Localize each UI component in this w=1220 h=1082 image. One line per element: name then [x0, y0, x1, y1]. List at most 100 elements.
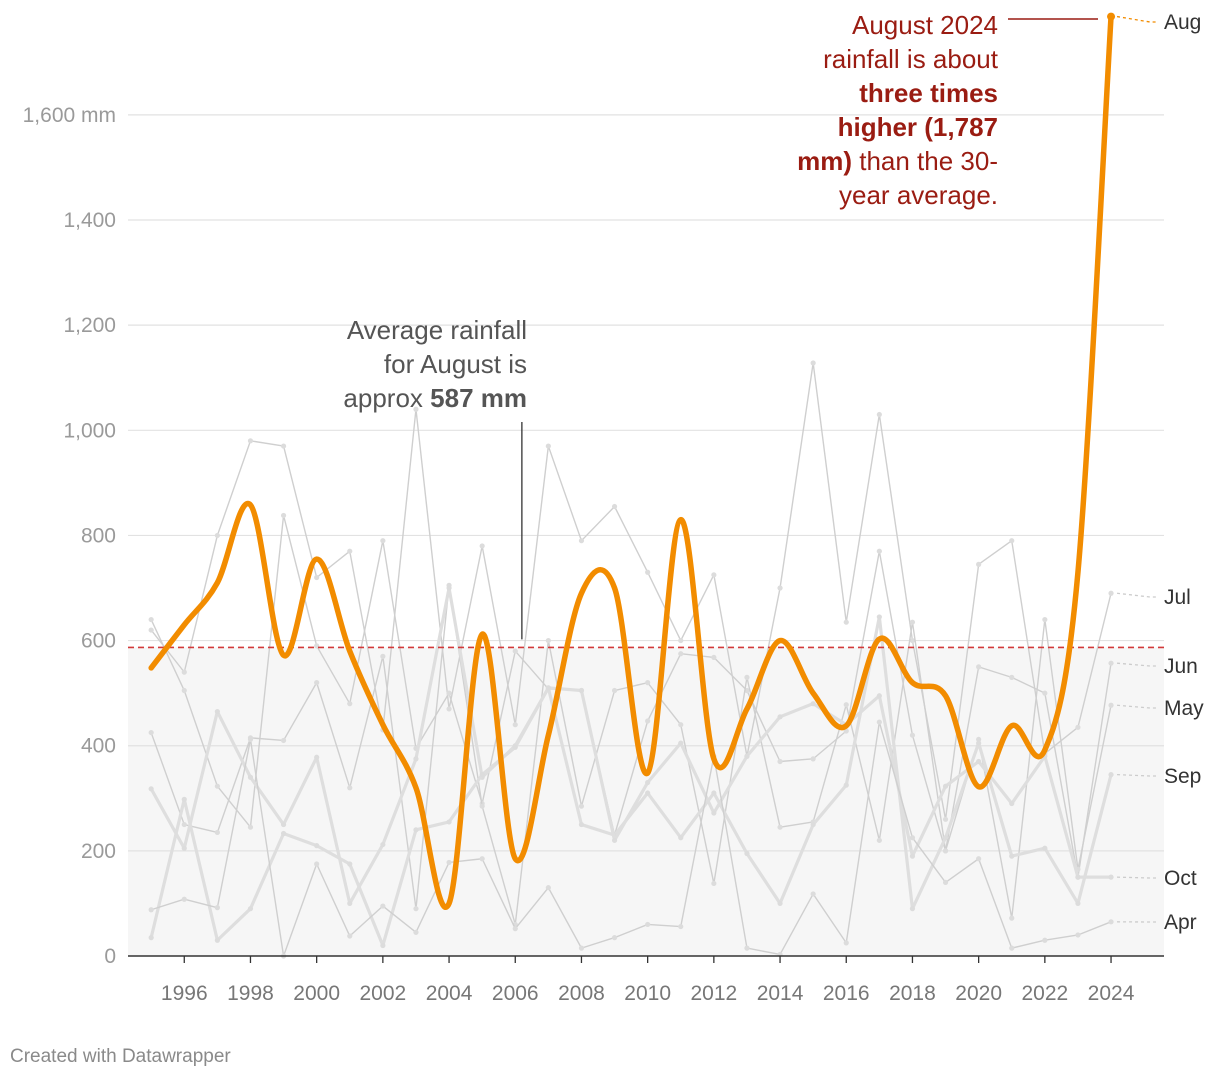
label-leader-may [1116, 704, 1156, 709]
series-point-apr [976, 856, 982, 862]
x-tick-label: 2006 [492, 982, 539, 1005]
august-2024-point [1107, 12, 1116, 21]
series-point-may [347, 785, 353, 791]
series-point-jul [976, 561, 982, 567]
series-point-apr [810, 891, 816, 897]
series-point-sep [1009, 853, 1015, 859]
series-point-may [148, 729, 154, 736]
series-point-apr [347, 933, 353, 939]
series-point-oct [479, 772, 485, 778]
series-point-oct [512, 744, 518, 750]
series-point-jun [810, 756, 816, 762]
series-point-oct [247, 906, 254, 912]
x-tick-label: 2014 [757, 982, 804, 1005]
average-annotation-line2: for August is [384, 349, 527, 379]
series-point-oct [1009, 800, 1015, 807]
series-point-sep [314, 754, 320, 760]
peak-annotation-line2: rainfall is about [823, 44, 999, 74]
series-point-jun [380, 538, 386, 544]
series-point-apr [446, 859, 452, 866]
series-point-oct [976, 758, 982, 765]
x-tick-label: 1998 [227, 982, 274, 1005]
peak-annotation-line6: year average. [839, 180, 998, 210]
series-point-sep [744, 850, 750, 857]
series-point-jun [1108, 660, 1114, 666]
average-annotation-line1: Average rainfall [347, 315, 527, 345]
series-label-sep: Sep [1164, 765, 1201, 788]
x-tick-label: 2024 [1088, 982, 1135, 1005]
series-end-labels: Aug Jul Jun May Sep Oct Apr [1116, 11, 1204, 934]
other-months-lines [148, 360, 1114, 959]
average-annotation-line3: approx 587 mm [343, 383, 527, 413]
series-label-jun: Jun [1164, 655, 1198, 678]
series-point-sep [446, 585, 452, 591]
series-point-sep [280, 821, 287, 828]
series-point-oct [181, 796, 187, 802]
series-point-may [876, 837, 882, 843]
series-point-jul [711, 572, 717, 578]
series-point-sep [347, 900, 353, 907]
series-point-apr [545, 885, 551, 891]
series-point-jul [876, 411, 882, 418]
y-tick-label: 1,000 [63, 419, 116, 442]
series-point-apr [1108, 919, 1114, 925]
series-point-jul [678, 637, 684, 644]
series-point-apr [645, 921, 651, 928]
series-point-jun [347, 701, 353, 707]
series-point-apr [942, 879, 949, 886]
series-point-jul [1108, 590, 1114, 596]
series-point-may [214, 829, 220, 836]
series-point-jul [479, 543, 485, 549]
series-label-oct: Oct [1164, 867, 1197, 890]
series-point-may [645, 680, 651, 686]
label-leader-sep [1117, 773, 1156, 777]
series-point-jun [1009, 674, 1015, 680]
below-average-shade [128, 647, 1164, 956]
label-leader-aug [1116, 15, 1156, 23]
series-point-jun [1042, 690, 1048, 696]
series-point-jul [280, 443, 287, 449]
series-point-jul [148, 627, 154, 633]
series-point-jun [314, 643, 320, 649]
series-label-apr: Apr [1164, 911, 1197, 934]
series-point-jul [645, 569, 651, 575]
series-point-sep [909, 906, 916, 912]
series-point-jul [578, 538, 585, 544]
series-point-sep [942, 835, 949, 841]
series-point-apr [314, 861, 320, 867]
series-point-oct [545, 685, 551, 691]
series-point-jun [909, 732, 916, 738]
y-tick-label: 400 [81, 735, 116, 758]
series-point-oct [314, 843, 320, 849]
series-point-jul [247, 438, 254, 444]
series-point-oct [744, 753, 750, 759]
series-point-may [777, 824, 783, 830]
x-tick-label: 2022 [1021, 982, 1068, 1005]
peak-annotation-rest: than the 30- [852, 146, 998, 176]
label-leader-oct [1117, 876, 1156, 879]
average-annotation-value: 587 mm [430, 383, 527, 413]
peak-annotation-line3: three times [859, 78, 998, 108]
credit: Created with Datawrapper [10, 1046, 231, 1067]
series-point-jul [545, 443, 551, 449]
series-point-jul [611, 503, 618, 510]
series-point-apr [876, 719, 882, 725]
x-tick-label: 1996 [161, 982, 208, 1005]
series-point-oct [1075, 874, 1081, 880]
series-label-jul: Jul [1164, 586, 1191, 609]
series-point-oct [214, 937, 220, 943]
series-point-oct [777, 714, 783, 720]
x-axis: 1996 1998 2000 2002 2004 2006 2008 2010 2012 2014… [128, 955, 1164, 1005]
series-point-jun [148, 616, 154, 623]
series-point-may [181, 821, 187, 828]
series-point-may [280, 737, 287, 744]
series-point-jul [214, 532, 220, 539]
series-point-may [744, 674, 750, 680]
series-point-apr [214, 905, 220, 911]
series-point-jul [181, 669, 187, 675]
y-tick-label: 1,600 mm [23, 104, 116, 127]
series-point-apr [909, 835, 916, 841]
gridlines [128, 114, 1164, 852]
series-point-may [611, 687, 618, 694]
series-point-sep [380, 841, 386, 848]
